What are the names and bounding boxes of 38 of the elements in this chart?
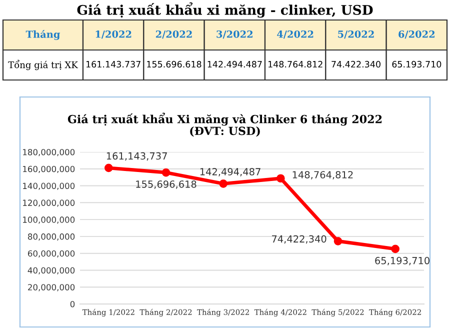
text: 74.422.340	[332, 60, 380, 68]
text: 155,696,618	[136, 180, 196, 189]
category-label: 3/2022	[216, 30, 252, 39]
y-tick-label: 120,000,000	[23, 200, 75, 207]
category-label: 4/2022	[277, 30, 314, 39]
text: 65.193.710	[392, 60, 442, 68]
category-label: 1/2022	[96, 30, 132, 39]
y-tick-label: 0	[70, 300, 75, 308]
point	[104, 164, 113, 172]
point	[334, 236, 342, 246]
category-label: 5/2022	[338, 30, 374, 39]
y-tick-label: 80,000,000	[28, 233, 75, 241]
text: 148,764,812	[292, 171, 353, 180]
category-label: 6/2022	[398, 30, 434, 39]
text: 65,193,710	[375, 256, 430, 266]
text: 155.696.618	[147, 60, 202, 68]
y-tick-label: 20,000,000	[28, 284, 75, 292]
point	[276, 174, 285, 183]
text: Giá trị xuất khẩu xi măng - clinker, USD	[77, 2, 373, 18]
text: 161.143.737	[86, 60, 140, 68]
text: 74,422,340	[272, 235, 326, 244]
chart-title: Giá trị xuất khẩu Xi măng và Clinker 6 tháng 2022 (ĐVT: USD)	[68, 112, 382, 137]
point	[219, 180, 228, 188]
y-tick-label: 140,000,000	[23, 182, 75, 190]
text: 142.494.487	[208, 60, 262, 68]
text: 161,143,737	[106, 152, 167, 161]
text: Tổng giá trị XK	[8, 60, 78, 70]
y-tick-label: 180,000,000	[23, 148, 75, 156]
text: 148.764.812	[268, 60, 322, 68]
y-tick-label: 160,000,000	[23, 166, 75, 174]
y-tick-label: 100,000,000	[23, 216, 75, 224]
text: Tháng	[26, 30, 60, 40]
y-tick-label: 60,000,000	[28, 250, 75, 258]
point	[391, 244, 400, 254]
category-label: 2/2022	[156, 30, 192, 39]
point	[162, 168, 170, 177]
text: 142,494,487	[200, 168, 260, 176]
y-tick-label: 40,000,000	[28, 267, 75, 274]
